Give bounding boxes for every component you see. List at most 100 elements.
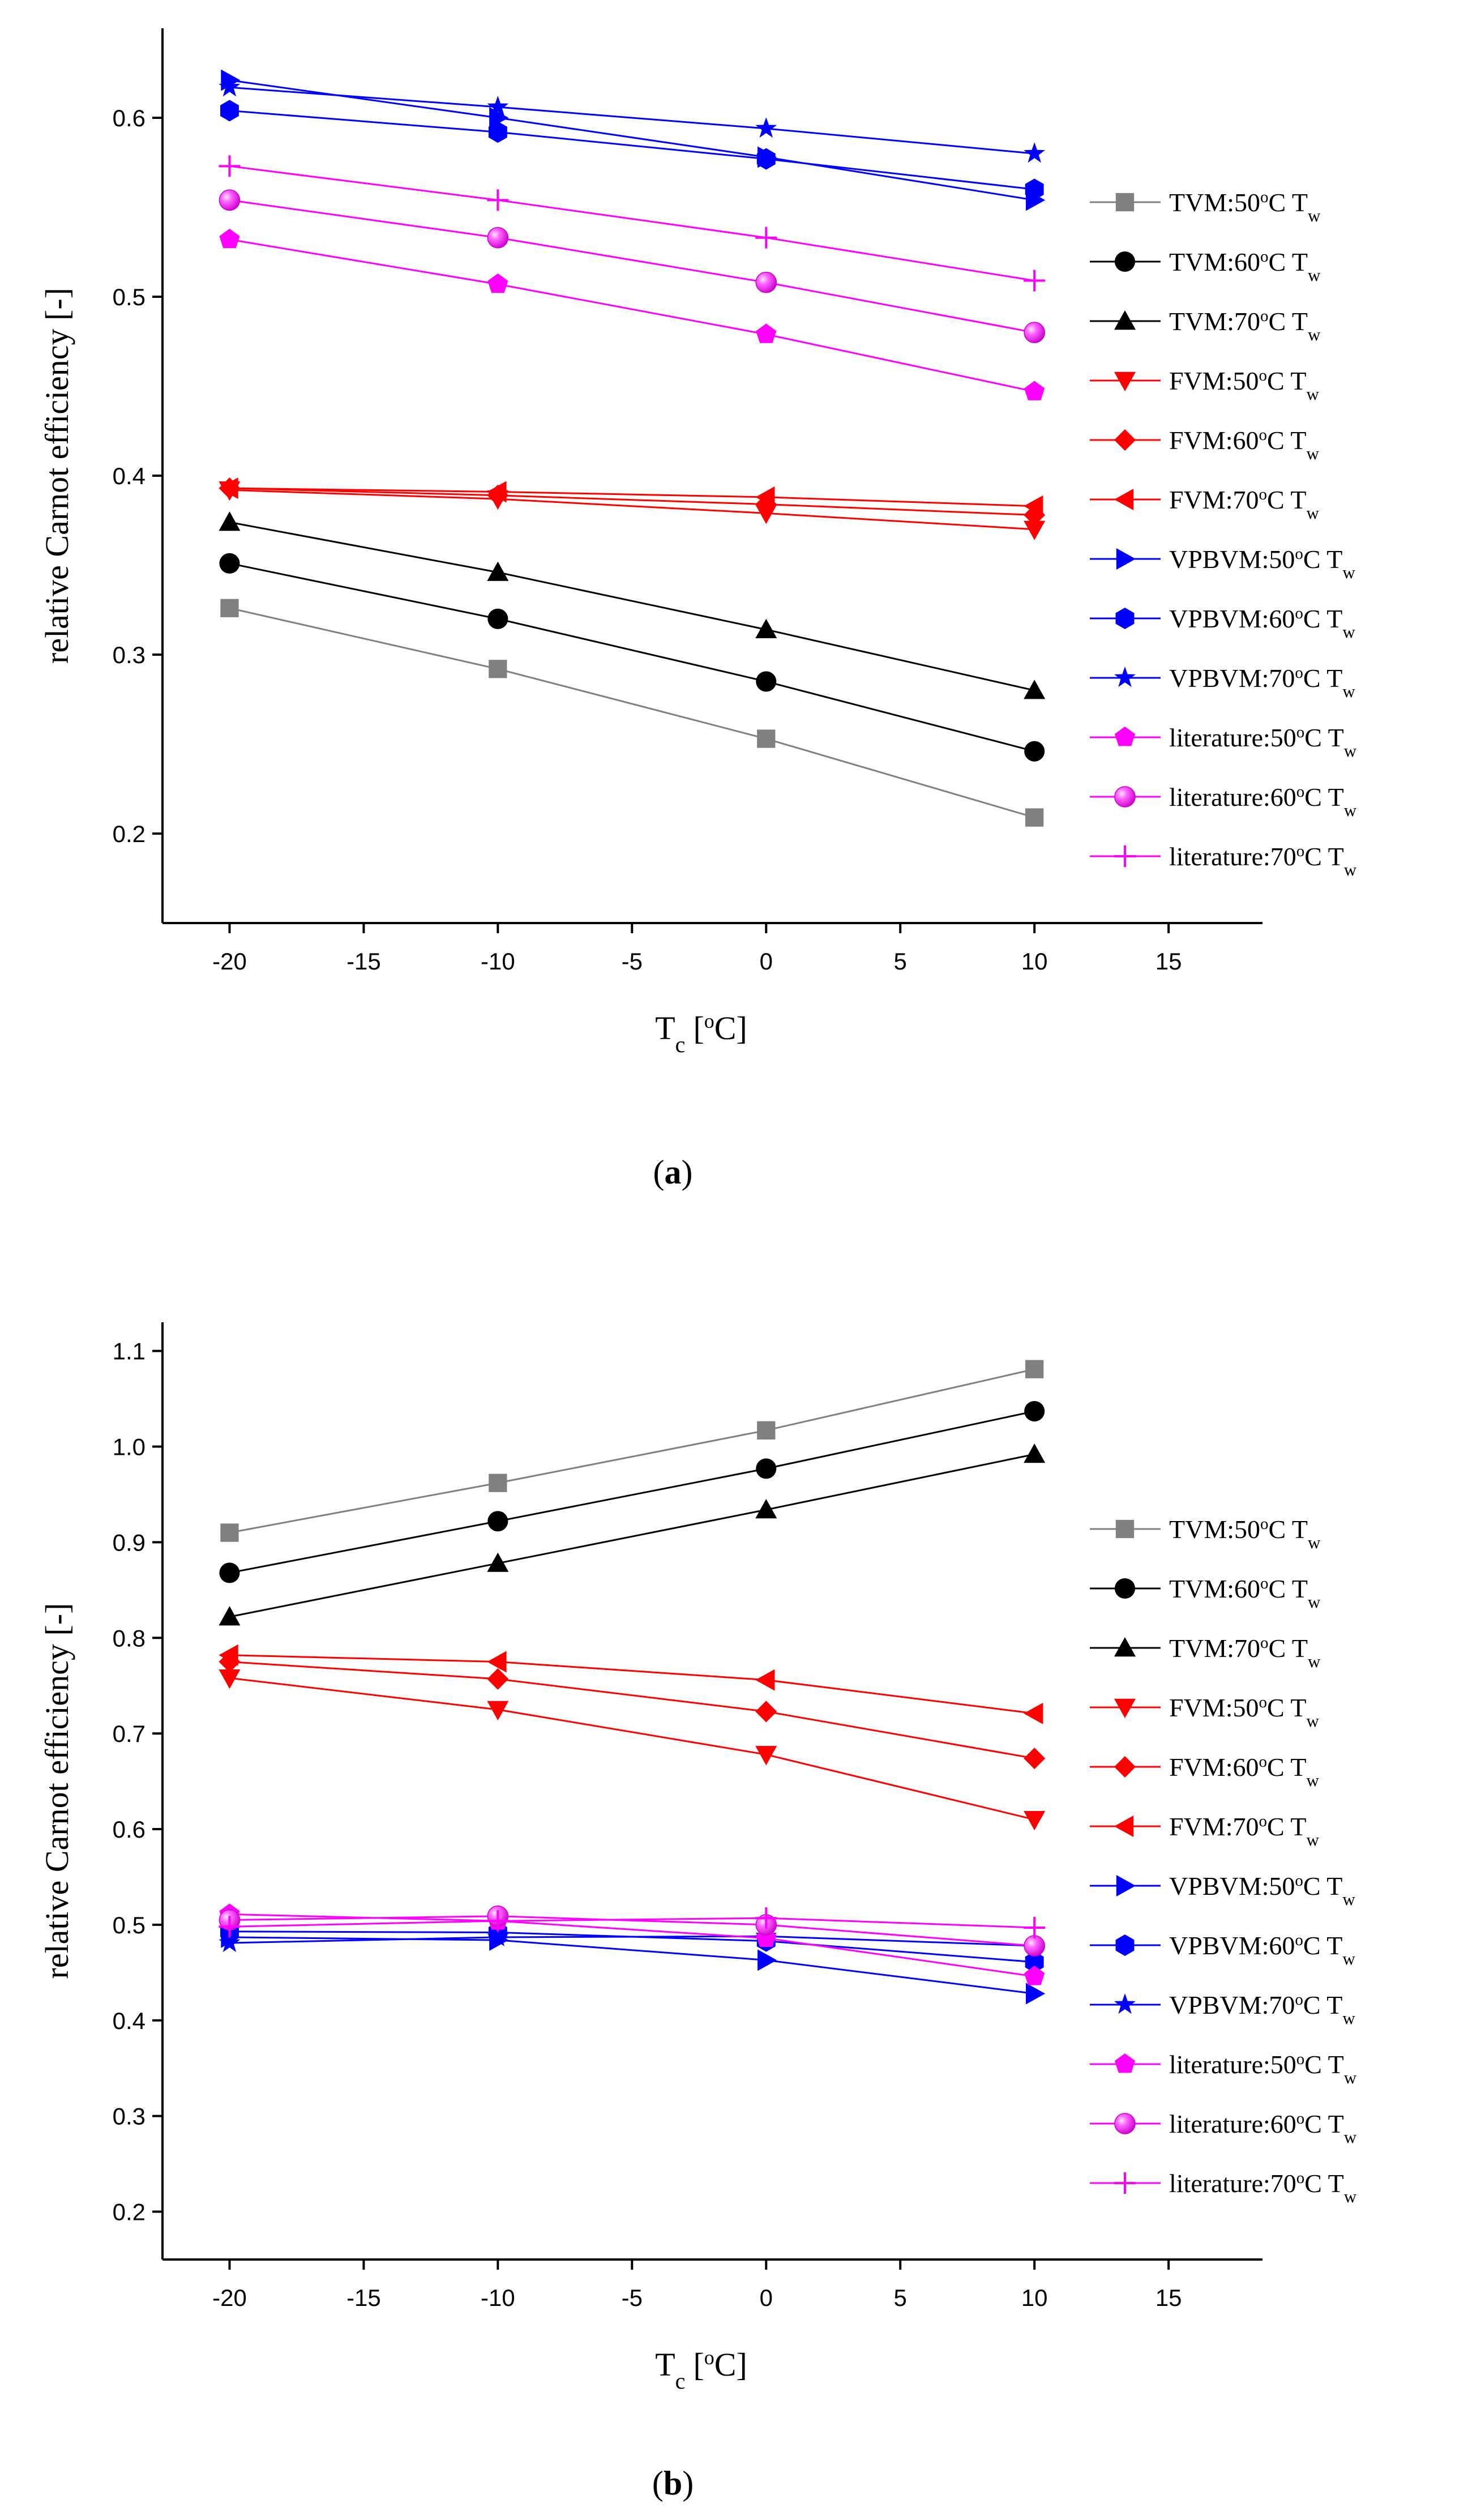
legend-item: VPBVM:50oC Tw — [1090, 545, 1355, 582]
data-point — [756, 1458, 777, 1479]
series-line — [229, 489, 1035, 531]
data-point — [487, 1668, 509, 1690]
data-point — [755, 618, 777, 638]
series-line — [229, 1661, 1035, 1759]
legend-item: literature:70oC Tw — [1090, 2169, 1357, 2206]
x-tick-label: -20 — [212, 948, 247, 975]
series-7 — [220, 100, 1044, 200]
data-point — [757, 729, 776, 748]
series-0 — [220, 1360, 1044, 1542]
legend-item: TVM:70oC Tw — [1090, 1634, 1321, 1671]
x-tick-label: 10 — [1021, 2284, 1048, 2311]
series-line — [229, 487, 1035, 516]
legend-marker — [1114, 310, 1136, 330]
data-point — [489, 1473, 507, 1492]
data-point — [487, 608, 508, 629]
data-point — [757, 1949, 777, 1971]
legend-label: literature:50oC Tw — [1169, 723, 1357, 761]
x-axis-title: Tc [oC] — [655, 2346, 747, 2394]
series-line — [229, 521, 1035, 691]
data-point — [219, 155, 241, 177]
legend-marker — [1115, 608, 1135, 629]
legend-item: VPBVM:50oC Tw — [1090, 1872, 1355, 1909]
legend-item: TVM:50oC Tw — [1090, 1515, 1321, 1552]
legend-item: FVM:50oC Tw — [1090, 1693, 1319, 1731]
data-point — [755, 1907, 777, 1929]
y-axis-title: relative Carnot efficiency [-] — [38, 288, 75, 664]
series-line — [229, 1453, 1035, 1618]
legend-item: TVM:50oC Tw — [1090, 188, 1321, 225]
data-point — [219, 1916, 241, 1938]
y-tick-label: 0.9 — [113, 1529, 145, 1556]
series-line — [229, 165, 1035, 282]
legend-marker — [1115, 1934, 1135, 1956]
data-point — [755, 227, 777, 249]
series-2 — [219, 511, 1046, 699]
x-tick-label: -10 — [481, 2284, 515, 2311]
y-tick-label: 0.2 — [113, 821, 145, 847]
x-tick-label: -10 — [481, 948, 515, 975]
data-point — [1024, 1966, 1045, 1985]
x-axis-title: Tc [oC] — [655, 1010, 747, 1057]
data-point — [1024, 680, 1046, 699]
data-point — [487, 1651, 507, 1673]
series-line — [229, 1935, 1035, 1947]
legend-marker — [1114, 667, 1136, 687]
data-point — [219, 1606, 241, 1626]
legend-marker — [1114, 429, 1136, 451]
series-line — [229, 79, 1035, 201]
chart-panel-a: 0.2 0.3 0.4 0.5 0.6 -20 -15 -10 -5 0 5 10 15 relative… — [38, 28, 1357, 1191]
y-axis-title: relative Carnot efficiency [-] — [38, 1603, 75, 1979]
series-0 — [220, 599, 1044, 827]
legend-label: literature:60oC Tw — [1169, 2109, 1357, 2147]
series-line — [229, 1368, 1035, 1534]
legend-item: literature:70oC Tw — [1090, 842, 1357, 879]
x-tick-label: 10 — [1021, 948, 1048, 975]
series-line — [229, 1677, 1035, 1821]
data-point — [487, 1910, 509, 1932]
x-tick-label: 15 — [1155, 948, 1182, 975]
data-point — [1024, 381, 1045, 400]
data-point — [219, 1562, 240, 1583]
y-tick-label: 0.6 — [113, 105, 145, 131]
legend-item: VPBVM:60oC Tw — [1090, 604, 1355, 642]
data-point — [487, 227, 509, 249]
data-point — [1024, 495, 1043, 517]
legend-label: TVM:60oC Tw — [1169, 1574, 1321, 1612]
data-point — [219, 477, 238, 499]
legend-marker — [1114, 1637, 1136, 1657]
data-point — [487, 1552, 509, 1572]
series-line — [229, 1915, 1035, 1947]
data-point — [1024, 142, 1046, 163]
series-5 — [219, 477, 1043, 517]
legend-item: FVM:70oC Tw — [1090, 485, 1319, 523]
legend-marker — [1114, 251, 1136, 272]
data-point — [1024, 1443, 1046, 1463]
series-1 — [219, 553, 1045, 762]
x-tick-label: 0 — [760, 948, 773, 975]
data-point — [1024, 1935, 1045, 1957]
data-point — [487, 1511, 508, 1532]
legend-label: TVM:60oC Tw — [1169, 247, 1321, 285]
data-point — [487, 481, 507, 503]
series-line — [229, 1654, 1035, 1715]
data-point — [219, 1669, 241, 1689]
x-tick-label: -5 — [622, 2284, 643, 2311]
data-point — [755, 1746, 777, 1766]
data-point — [219, 189, 241, 211]
legend-marker — [1114, 1578, 1136, 1599]
legend-item: VPBVM:70oC Tw — [1090, 1991, 1355, 2028]
data-point — [1024, 270, 1046, 292]
legend-marker — [1114, 786, 1136, 808]
legend-label: VPBVM:50oC Tw — [1169, 545, 1355, 582]
x-tick-label: 5 — [894, 2284, 907, 2311]
panel-caption: (a) — [653, 1154, 693, 1191]
x-tick-label: -15 — [346, 2284, 381, 2311]
series-10 — [219, 189, 1045, 344]
y-tick-label: 0.4 — [113, 463, 145, 489]
data-point — [488, 121, 507, 143]
legend-marker — [1114, 489, 1134, 510]
legend-label: TVM:70oC Tw — [1169, 1634, 1321, 1671]
legend-marker — [1114, 1698, 1136, 1718]
